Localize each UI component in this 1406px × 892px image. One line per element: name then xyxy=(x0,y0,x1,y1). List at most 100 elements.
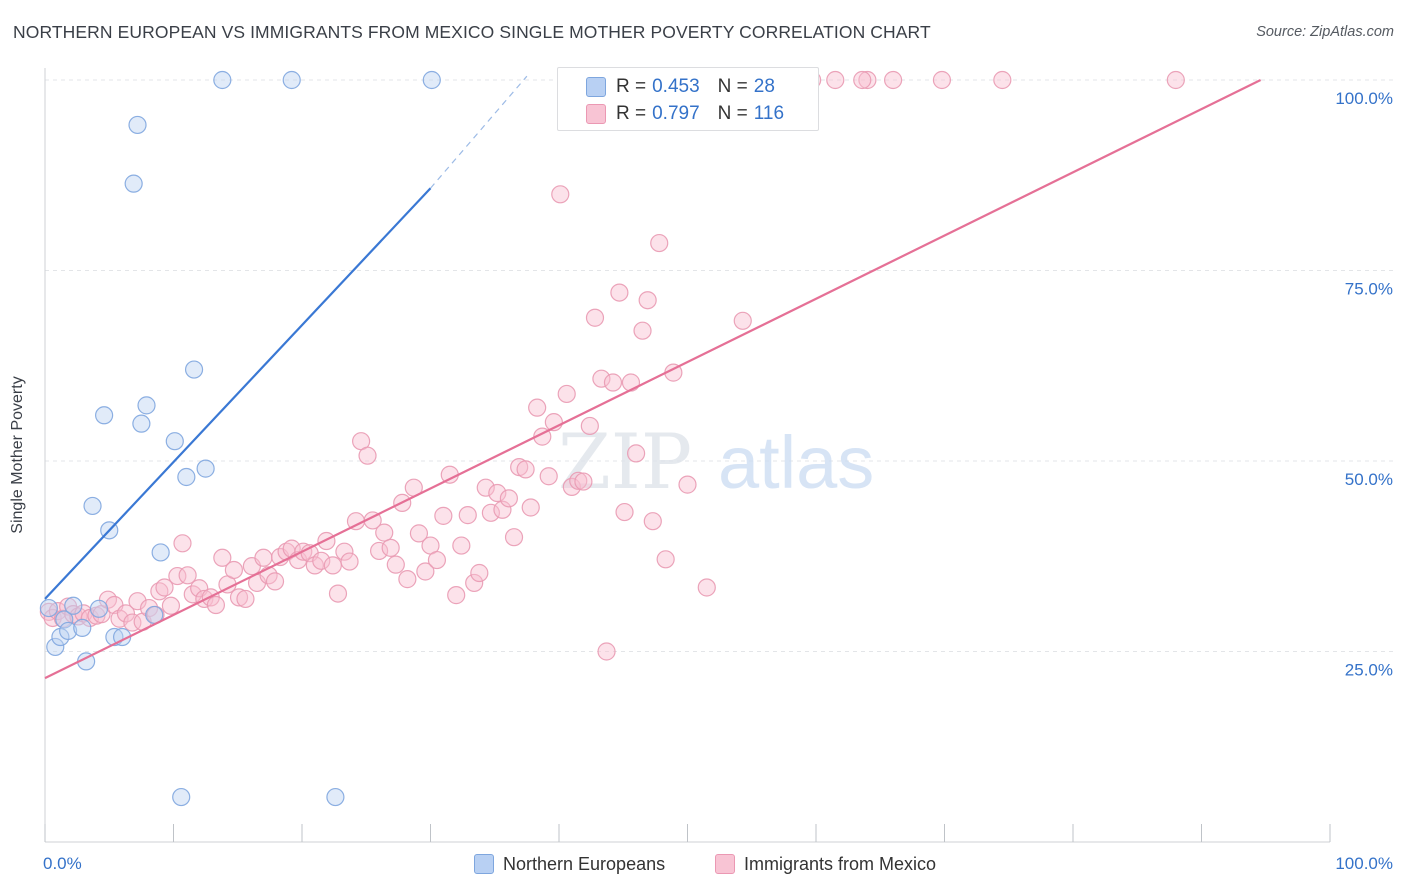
legend-r-value: 0.453 xyxy=(652,76,700,97)
point-immigrants-from-mexico xyxy=(323,556,342,575)
point-immigrants-from-mexico xyxy=(69,607,88,626)
legend-r-label: R = xyxy=(616,76,647,97)
point-immigrants-from-mexico xyxy=(265,572,285,591)
y-tick-label: 25.0% xyxy=(1345,661,1393,680)
point-immigrants-from-mexico xyxy=(123,613,142,632)
point-northern-europeans xyxy=(196,459,215,478)
y-axis-label: Single Mother Poverty xyxy=(9,376,26,534)
x-tick-label: 100.0% xyxy=(1335,854,1393,873)
point-northern-europeans xyxy=(89,599,109,618)
bottom-legend-immigrants-from-mexico: Immigrants from Mexico xyxy=(715,852,936,876)
point-northern-europeans xyxy=(95,406,114,425)
point-immigrants-from-mexico xyxy=(206,595,226,615)
axes xyxy=(44,68,1331,843)
y-tick-label: 75.0% xyxy=(1345,280,1393,299)
point-northern-europeans xyxy=(73,618,92,637)
point-northern-europeans xyxy=(39,598,58,618)
point-immigrants-from-mexico xyxy=(643,512,662,531)
watermark: ZIP atlas xyxy=(558,417,874,506)
point-northern-europeans xyxy=(83,496,102,516)
legend-n-value: 28 xyxy=(753,76,775,97)
point-immigrants-from-mexico xyxy=(161,596,181,615)
point-immigrants-from-mexico xyxy=(155,578,174,597)
series-northern-europeans-points xyxy=(39,70,441,807)
legend-n-value: 116 xyxy=(753,103,785,124)
trend-line-immigrants-from-mexico xyxy=(44,79,1262,680)
point-immigrants-from-mexico xyxy=(574,472,593,491)
point-immigrants-from-mexico xyxy=(128,592,147,611)
point-immigrants-from-mexico xyxy=(932,70,952,90)
point-immigrants-from-mexico xyxy=(381,538,400,557)
point-immigrants-from-mexico xyxy=(173,534,192,553)
point-immigrants-from-mexico xyxy=(615,502,634,522)
point-immigrants-from-mexico xyxy=(678,475,697,494)
y-tick-label: 100.0% xyxy=(1335,89,1393,108)
point-immigrants-from-mexico xyxy=(312,551,331,570)
bottom-legend-swatch-blue xyxy=(474,854,494,874)
point-immigrants-from-mexico xyxy=(168,566,187,586)
point-northern-europeans xyxy=(137,396,156,415)
point-immigrants-from-mexico xyxy=(993,70,1012,90)
watermark-zip: ZIP xyxy=(558,417,692,506)
point-immigrants-from-mexico xyxy=(254,548,273,567)
point-immigrants-from-mexico xyxy=(317,531,336,551)
point-immigrants-from-mexico xyxy=(621,373,641,392)
point-northern-europeans xyxy=(55,610,74,629)
point-immigrants-from-mexico xyxy=(340,552,359,571)
point-immigrants-from-mexico xyxy=(224,560,243,580)
point-immigrants-from-mexico xyxy=(116,604,136,623)
point-northern-europeans xyxy=(59,621,78,641)
point-immigrants-from-mexico xyxy=(1166,70,1185,90)
x-tick-label: 0.0% xyxy=(43,854,82,873)
point-northern-europeans xyxy=(422,70,441,90)
point-immigrants-from-mexico xyxy=(656,550,675,569)
trend-line-northern-europeans-extension xyxy=(430,75,528,189)
point-immigrants-from-mexico xyxy=(626,444,646,463)
legend-row-northern-europeans: R = 0.453 N = 28 xyxy=(558,74,775,100)
point-immigrants-from-mexico xyxy=(358,446,377,465)
point-northern-europeans xyxy=(132,414,151,433)
trend-line-northern-europeans xyxy=(44,187,432,600)
point-immigrants-from-mexico xyxy=(580,416,599,436)
point-immigrants-from-mexico xyxy=(488,483,507,503)
point-immigrants-from-mexico xyxy=(481,503,500,522)
point-northern-europeans xyxy=(213,70,232,90)
point-immigrants-from-mexico xyxy=(528,398,547,417)
chart-title: NORTHERN EUROPEAN VS IMMIGRANTS FROM MEX… xyxy=(13,22,931,42)
point-immigrants-from-mexico xyxy=(458,506,477,525)
point-immigrants-from-mexico xyxy=(551,185,570,204)
point-immigrants-from-mexico xyxy=(398,570,417,589)
tick-labels: 25.0% 50.0% 75.0% 100.0% 0.0% 100.0% xyxy=(43,89,1393,873)
bottom-legend-swatch-pink xyxy=(715,854,735,874)
point-northern-europeans xyxy=(151,543,170,562)
point-northern-europeans xyxy=(46,637,65,657)
point-immigrants-from-mexico xyxy=(427,550,447,570)
point-immigrants-from-mexico xyxy=(465,573,484,593)
point-immigrants-from-mexico xyxy=(409,524,429,543)
trend-lines xyxy=(44,75,1262,680)
legend-r-value: 0.797 xyxy=(652,103,700,124)
point-immigrants-from-mexico xyxy=(853,70,872,90)
point-immigrants-from-mexico xyxy=(434,506,453,525)
point-northern-europeans xyxy=(124,174,143,193)
legend-row-immigrants-from-mexico: R = 0.797 N = 116 xyxy=(558,101,784,127)
point-immigrants-from-mexico xyxy=(499,489,518,508)
point-immigrants-from-mexico xyxy=(858,70,877,90)
point-immigrants-from-mexico xyxy=(493,500,512,519)
point-immigrants-from-mexico xyxy=(504,528,524,547)
point-immigrants-from-mexico xyxy=(733,311,752,330)
point-immigrants-from-mexico xyxy=(447,586,466,605)
point-immigrants-from-mexico xyxy=(585,308,605,327)
point-immigrants-from-mexico xyxy=(335,542,354,561)
point-immigrants-from-mexico xyxy=(452,536,471,555)
point-immigrants-from-mexico xyxy=(521,498,540,517)
point-northern-europeans xyxy=(326,787,345,807)
series-immigrants-from-mexico-points xyxy=(39,70,1185,661)
point-immigrants-from-mexico xyxy=(470,563,489,583)
source-label: Source: ZipAtlas.com xyxy=(1256,24,1394,40)
point-immigrants-from-mexico xyxy=(178,566,197,585)
watermark-atlas: atlas xyxy=(718,421,874,504)
point-immigrants-from-mexico xyxy=(440,465,459,484)
point-immigrants-from-mexico xyxy=(883,70,903,90)
point-immigrants-from-mexico xyxy=(386,555,405,574)
